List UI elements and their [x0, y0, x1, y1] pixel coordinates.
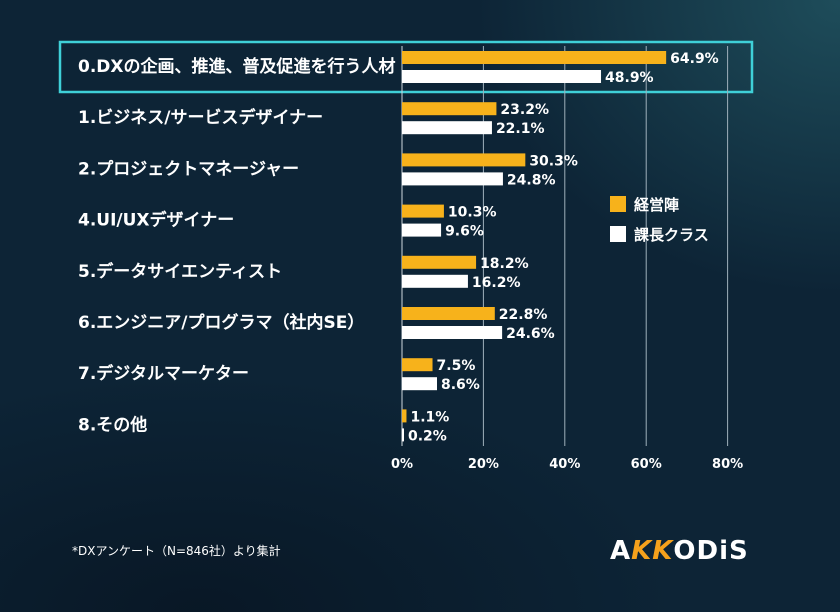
value-label-manager: 0.2% — [408, 428, 447, 444]
bar-manager — [402, 121, 492, 135]
value-label-executive: 10.3% — [448, 205, 497, 221]
value-label-executive: 30.3% — [529, 153, 578, 169]
bar-manager — [402, 377, 438, 391]
logo-prefix: A — [610, 536, 632, 566]
value-label-manager: 48.9% — [605, 70, 654, 86]
x-tick-label: 0% — [391, 457, 413, 472]
footnote: *DXアンケート（N=846社）より集計 — [72, 544, 281, 558]
logo-accent: KK — [631, 536, 674, 566]
bar-manager — [402, 223, 442, 237]
value-label-executive: 1.1% — [410, 409, 449, 425]
bar-executive — [402, 358, 433, 372]
legend-swatch — [610, 226, 626, 242]
highlight-box — [58, 40, 754, 94]
bar-manager — [402, 70, 602, 83]
value-label-executive: 22.8% — [499, 307, 548, 323]
bar-manager — [402, 428, 404, 442]
value-label-executive: 7.5% — [437, 358, 476, 374]
bar-executive — [402, 307, 495, 320]
value-label-manager: 22.1% — [496, 121, 545, 137]
bar-manager — [402, 172, 503, 186]
value-label-executive: 64.9% — [670, 51, 719, 67]
legend-swatch — [610, 196, 626, 212]
bar-executive — [402, 51, 667, 64]
bar-executive — [402, 255, 477, 269]
bar-executive — [402, 409, 407, 423]
value-label-executive: 18.2% — [480, 256, 529, 272]
x-tick-label: 60% — [631, 457, 662, 472]
bar-executive — [402, 204, 444, 218]
legend-label: 経営陣 — [634, 196, 679, 214]
value-label-executive: 23.2% — [500, 102, 549, 118]
value-label-manager: 24.6% — [506, 326, 555, 342]
bar-executive — [402, 153, 526, 167]
value-label-manager: 24.8% — [507, 172, 556, 188]
category-label: 4.UI/UXデザイナー — [78, 210, 234, 231]
category-label: 5.データサイエンティスト — [78, 261, 282, 282]
category-label: 8.その他 — [78, 414, 147, 435]
akkodis-logo: AKKODiS — [610, 536, 749, 566]
legend-label: 課長クラス — [634, 226, 709, 244]
x-tick-label: 20% — [468, 457, 499, 472]
category-label: 1.ビジネス/サービスデザイナー — [78, 107, 323, 128]
value-label-manager: 9.6% — [445, 224, 484, 240]
bar-manager — [402, 274, 468, 288]
bar-manager — [402, 326, 503, 339]
category-label: 6.エンジニア/プログラマ（社内SE） — [78, 312, 364, 333]
bar-executive — [402, 102, 497, 116]
category-label: 7.デジタルマーケター — [78, 363, 249, 384]
category-label: 2.プロジェクトマネージャー — [78, 158, 299, 179]
category-label: 0.DXの企画、推進、普及促進を行う人材 — [78, 56, 396, 77]
value-label-manager: 8.6% — [441, 377, 480, 393]
x-tick-label: 80% — [712, 457, 743, 472]
x-tick-label: 40% — [549, 457, 580, 472]
logo-suffix: ODiS — [673, 536, 749, 566]
value-label-manager: 16.2% — [472, 275, 521, 291]
